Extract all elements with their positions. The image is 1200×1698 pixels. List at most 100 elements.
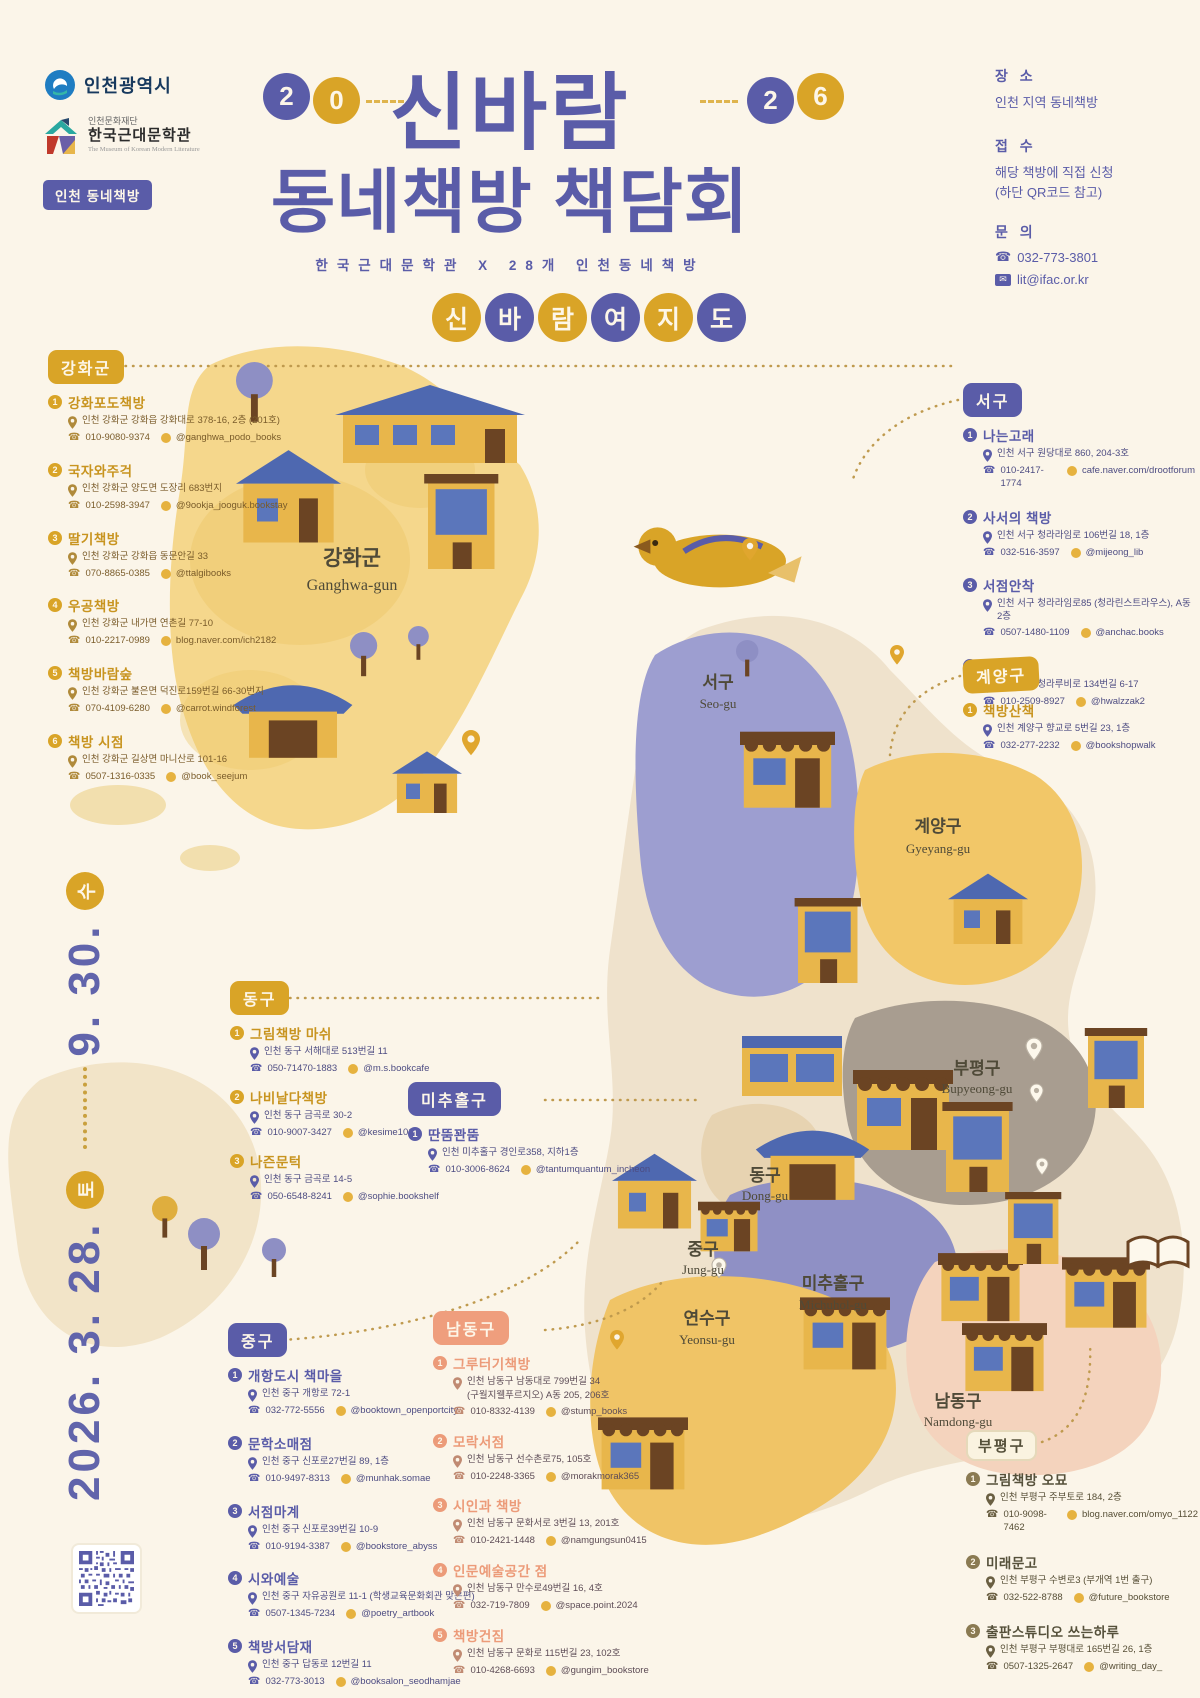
- store-phone: 0507-1325-2647: [1003, 1661, 1074, 1673]
- store-number: 5: [433, 1628, 447, 1643]
- store-list-bupyeong: 1 그림책방 오묘 인천 부평구 주부토로 184, 2층 ☎ 010-9098…: [966, 1469, 1198, 1674]
- social-icon: [1075, 696, 1086, 707]
- store-phone: 050-6548-8241: [267, 1190, 332, 1202]
- store-address: 인천 서구 원당대로 860, 204-3호: [997, 448, 1130, 459]
- store-number: 3: [48, 530, 62, 545]
- location-pin-icon: [983, 724, 992, 737]
- store-social: @writing_day_: [1099, 1661, 1163, 1673]
- store-item: 1 나는고래 인천 서구 원당대로 860, 204-3호 ☎ 010-2417…: [963, 425, 1195, 491]
- label-ganghwa-en: Ganghwa-gun: [307, 577, 398, 594]
- section-badge-jung: 중구: [228, 1323, 288, 1357]
- store-number: 1: [966, 1472, 980, 1486]
- store-name: 나즌문턱: [250, 1154, 302, 1170]
- label-jung-en: Jung-gu: [682, 1262, 724, 1277]
- store-name: 미래문고: [986, 1555, 1038, 1571]
- store-social: @carrot.windforest: [175, 703, 256, 715]
- store-item: 1 그루터기책방 인천 남동구 남동대로 799번길 34 (구월지웰푸르지오)…: [433, 1353, 693, 1419]
- store-social: @sophie.bookshelf: [357, 1190, 439, 1202]
- store-name: 출판스튜디오 쓰는하루: [986, 1625, 1120, 1641]
- location-pin-icon: [68, 551, 77, 565]
- bird-illustration: [634, 527, 802, 587]
- social-icon: [1070, 741, 1081, 751]
- store-item: 4 시와예술 인천 중구 자유공원로 11-1 (학생교육문화회관 맞은편) ☎…: [228, 1568, 488, 1621]
- store-address: 인천 중구 개항로 72-1: [262, 1388, 351, 1399]
- year-circle-0: 0: [313, 77, 360, 124]
- store-item: 1 개항도시 책마을 인천 중구 개항로 72-1 ☎ 032-772-5556…: [228, 1365, 488, 1418]
- store-phone: 010-9080-9374: [85, 432, 150, 443]
- store-phone: 032-773-3013: [265, 1676, 325, 1688]
- store-phone: 010-2248-3365: [470, 1470, 535, 1482]
- store-phone: 010-9194-3387: [265, 1540, 330, 1552]
- location-pin-icon: [68, 416, 77, 429]
- store-social: @kesime1019: [357, 1126, 419, 1138]
- location-pin-icon: [250, 1174, 259, 1188]
- social-icon: [1073, 1592, 1084, 1603]
- poster-title-line1: 신바람: [389, 66, 631, 160]
- label-yeonsu-kr: 연수구: [684, 1309, 731, 1328]
- store-item: 2 사서의 책방 인천 서구 청라라임로 106번길 18, 1층 ☎ 032-…: [963, 507, 1195, 560]
- store-name: 그루터기책방: [453, 1357, 531, 1372]
- squiggle-right: [700, 100, 738, 103]
- store-social: @booktown_openportcity: [350, 1405, 458, 1416]
- store-phone: 010-9497-8313: [265, 1472, 330, 1484]
- store-number: 4: [48, 598, 62, 613]
- open-book-icon: [1126, 1235, 1190, 1268]
- store-number: 3: [433, 1498, 447, 1513]
- store-phone: 010-2598-3947: [85, 499, 150, 511]
- map-title-char-5: 지: [644, 293, 693, 342]
- store-address: 인천 강화군 길상면 마니산로 101-16: [82, 754, 228, 766]
- store-social: @munhak.somae: [355, 1472, 431, 1484]
- store-number: 2: [433, 1433, 447, 1448]
- social-icon: [335, 1406, 346, 1416]
- location-pin-icon: [983, 599, 992, 613]
- store-item: 5 책방건짐 인천 남동구 문화로 115번길 23, 102호 ☎ 010-4…: [433, 1625, 693, 1678]
- store-list-gyeyang: 1 책방산책 인천 계양구 향교로 5번길 23, 1층 ☎ 032-277-2…: [963, 700, 1195, 753]
- store-number: 4: [228, 1571, 242, 1586]
- store-number: 2: [228, 1435, 242, 1450]
- museum-logo-icon: [45, 118, 77, 154]
- section-badge-bupyeong: 부평구: [966, 1430, 1038, 1461]
- location-pin-icon: [248, 1524, 257, 1538]
- label-gyeyang-en: Gyeyang-gu: [906, 841, 971, 856]
- phone-icon: ☎: [983, 627, 996, 639]
- location-pin-icon: [68, 619, 77, 633]
- map-buildings: [152, 362, 1190, 1490]
- store-phone: 0507-1345-7234: [265, 1608, 336, 1620]
- store-name: 우공책방: [68, 599, 120, 615]
- store-phone: 010-8332-4139: [470, 1405, 535, 1417]
- section-jung: 중구 1 개항도시 책마을 인천 중구 개항로 72-1 ☎ 032-772-5…: [228, 1323, 488, 1698]
- phone-icon: ☎: [250, 1126, 263, 1138]
- location-pin-icon: [248, 1457, 257, 1470]
- section-namdong: 남동구 1 그루터기책방 인천 남동구 남동대로 799번길 34 (구월지웰푸…: [433, 1311, 693, 1690]
- location-pin-icon: [453, 1454, 462, 1468]
- store-social: @space.point.2024: [555, 1600, 638, 1612]
- location-pin-icon: [986, 1575, 995, 1589]
- section-gyeyang: 계양구 1 책방산책 인천 계양구 향교로 5번길 23, 1층 ☎ 032-2…: [962, 656, 1195, 768]
- label-michuhol-en: Michuhol-gu: [799, 1297, 867, 1312]
- store-phone: 010-3006-8624: [445, 1164, 510, 1175]
- social-icon: [346, 1609, 357, 1620]
- store-number: 4: [433, 1563, 447, 1578]
- apply-line2: (하단 QR코드 참고): [995, 184, 1103, 200]
- section-badge-seo: 서구: [963, 383, 1023, 417]
- qr-code: [73, 1545, 140, 1612]
- section-bupyeong: 부평구 1 그림책방 오묘 인천 부평구 주부토로 184, 2층 ☎ 010-…: [966, 1430, 1198, 1691]
- store-name: 문학소매점: [248, 1436, 313, 1452]
- phone-icon: ☎: [983, 695, 996, 707]
- poster-subtitle: 한국근대문학관 X 28개 인천동네책방: [315, 258, 705, 273]
- incheon-city-logo-text: 인천광역시: [84, 76, 172, 96]
- location-pin-icon: [248, 1389, 257, 1402]
- store-number: 1: [48, 395, 62, 409]
- store-address: 인천 중구 답동로 12번길 11: [262, 1659, 372, 1671]
- map-region-labels: 강화군 Ganghwa-gun 서구 Seo-gu 계양구 Gyeyang-gu…: [307, 547, 1013, 1429]
- store-social: blog.naver.com/ich2182: [175, 635, 277, 647]
- store-name: 책방서담재: [248, 1640, 313, 1656]
- store-social: @future_bookstore: [1088, 1591, 1170, 1603]
- store-address: 인천 남동구 문화로 115번길 23, 102호: [467, 1648, 621, 1660]
- map-title-char-6: 도: [697, 293, 746, 342]
- social-icon: [1080, 628, 1091, 639]
- phone-icon: ☎: [68, 567, 81, 579]
- store-phone: 010-2217-0989: [85, 635, 150, 647]
- social-icon: [160, 704, 171, 715]
